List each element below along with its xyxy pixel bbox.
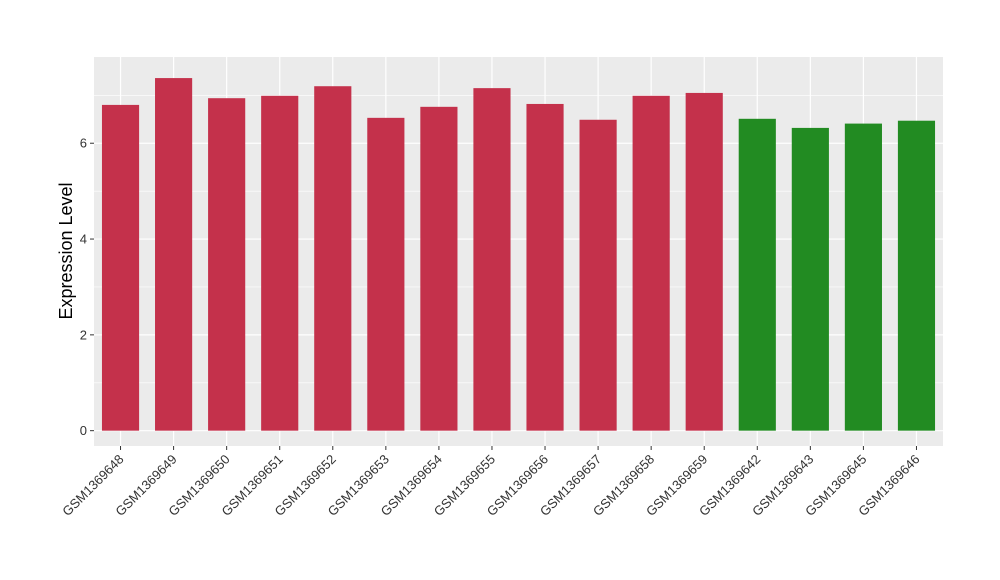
y-axis: 0 2 4 6 [80, 136, 94, 438]
y-tick-label: 4 [80, 232, 87, 247]
bar-GSM1369649 [155, 78, 193, 431]
bar-GSM1369658 [632, 95, 670, 431]
y-tick-label: 0 [80, 423, 87, 438]
bar-GSM1369643 [791, 127, 829, 431]
bar-GSM1369652 [314, 86, 352, 431]
bar-GSM1369656 [526, 103, 564, 431]
x-axis: GSM1369648GSM1369649GSM1369650GSM1369651… [59, 446, 923, 519]
y-axis-title: Expression Level [56, 182, 76, 319]
bar-GSM1369651 [261, 95, 299, 431]
bar-GSM1369648 [101, 104, 140, 431]
bar-GSM1369653 [367, 117, 405, 431]
bar-GSM1369655 [473, 88, 511, 431]
y-tick-label: 2 [80, 327, 87, 342]
bar-GSM1369646 [897, 120, 936, 431]
bar-GSM1369642 [738, 118, 776, 431]
y-tick-label: 6 [80, 136, 87, 151]
bar-GSM1369645 [844, 123, 882, 431]
bar-GSM1369659 [685, 92, 723, 431]
bar-GSM1369654 [420, 106, 458, 431]
bar-GSM1369650 [208, 98, 246, 431]
bar-GSM1369657 [579, 119, 617, 431]
bars [101, 78, 936, 431]
